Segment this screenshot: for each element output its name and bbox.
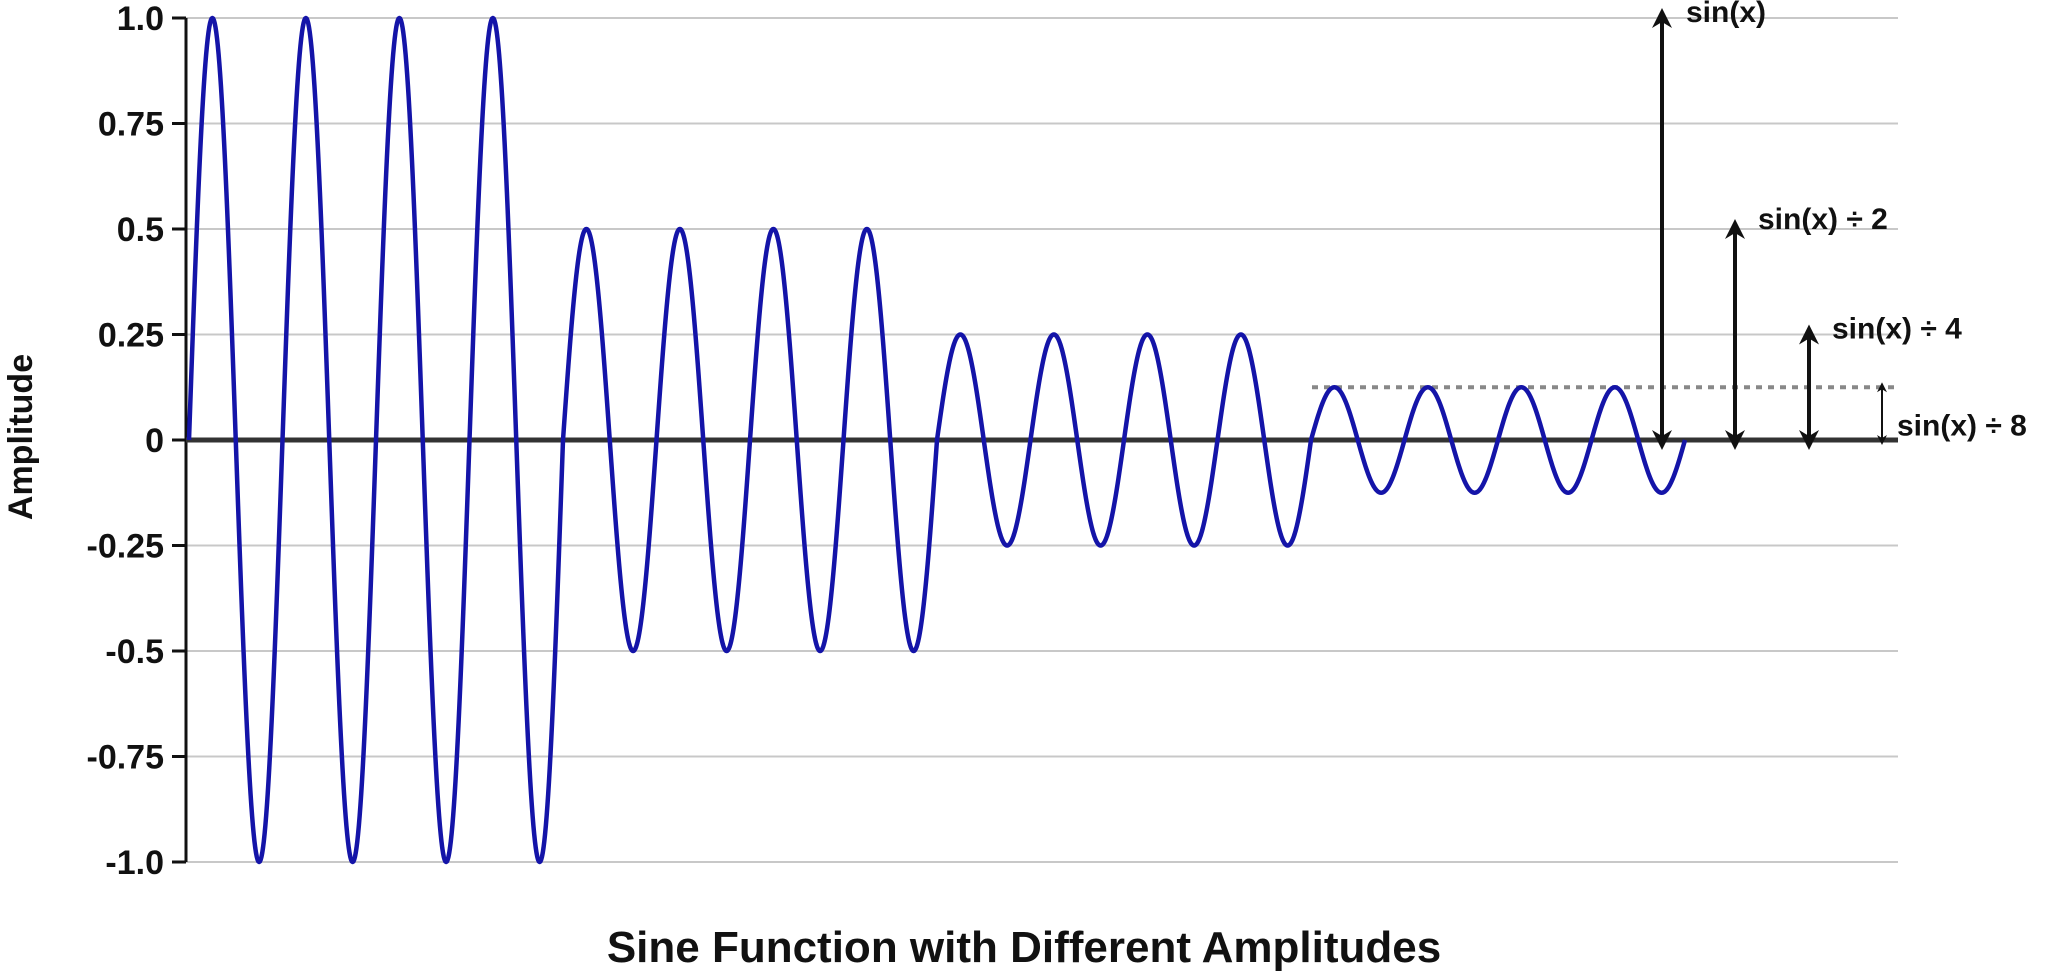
y-tick-label: 0.75 bbox=[98, 106, 164, 144]
y-tick-label: -0.5 bbox=[105, 633, 164, 671]
y-axis-title: Amplitude bbox=[2, 354, 40, 520]
labels-group: 1.0 0.75 0.5 0.25 0 -0.25 -0.5 -0.75 -1.0 bbox=[87, 0, 165, 882]
amplitude-annotation-label: sin(x) ÷ 8 bbox=[1897, 409, 2027, 442]
annotations-group: sin(x) sin(x) ÷ 2 sin(x) ÷ 4 sin(x) ÷ 8 bbox=[1652, 0, 2027, 450]
amplitude-annotation-label: sin(x) ÷ 4 bbox=[1832, 313, 1962, 346]
y-tick-label: -1.0 bbox=[105, 844, 164, 882]
amplitude-annotation-label: sin(x) ÷ 2 bbox=[1758, 203, 1888, 236]
y-tick-label: -0.75 bbox=[87, 739, 165, 777]
chart-title: Sine Function with Different Amplitudes bbox=[607, 923, 1441, 972]
y-tick-label: 1.0 bbox=[117, 0, 164, 38]
y-tick-label: 0.5 bbox=[117, 211, 164, 249]
y-tick-label: -0.25 bbox=[87, 528, 165, 566]
y-tick-label: 0.25 bbox=[98, 317, 164, 355]
amplitude-annotation-label: sin(x) bbox=[1686, 0, 1766, 29]
sine-series-line bbox=[186, 15, 1688, 865]
y-tick-label: 0 bbox=[145, 422, 164, 460]
series-group bbox=[186, 15, 1688, 865]
